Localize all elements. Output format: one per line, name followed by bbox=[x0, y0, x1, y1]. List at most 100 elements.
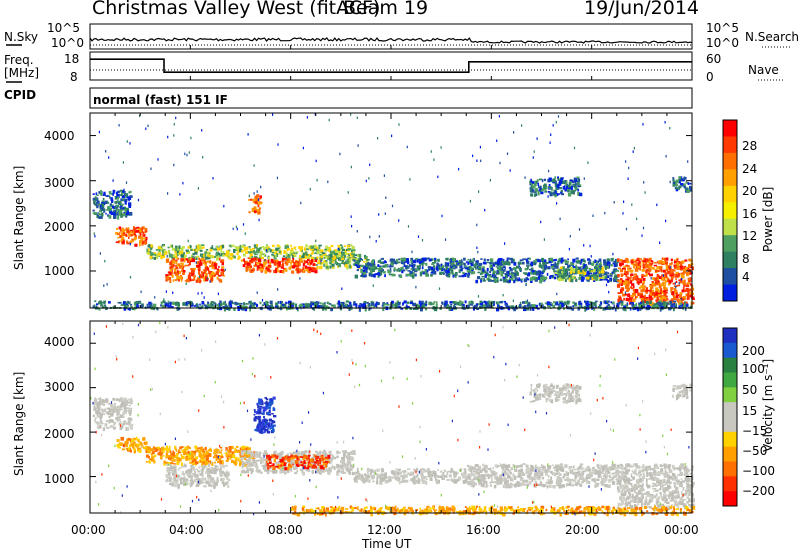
velocity-cell bbox=[138, 449, 142, 453]
power-colorbar-frame bbox=[722, 119, 738, 302]
power-cell bbox=[615, 274, 618, 278]
power-cell bbox=[283, 258, 287, 261]
power-cell bbox=[492, 263, 496, 267]
power-cell bbox=[552, 179, 556, 183]
power-noise-cell bbox=[356, 230, 358, 233]
nsky-tick-bottom: 10^0 bbox=[51, 36, 84, 50]
power-noise-cell bbox=[244, 232, 246, 235]
power-cell bbox=[627, 294, 631, 297]
power-cell bbox=[411, 265, 415, 269]
power-cell bbox=[317, 305, 320, 309]
power-cell bbox=[216, 269, 220, 273]
velocity-cell bbox=[100, 422, 104, 425]
velocity-cell bbox=[170, 466, 174, 468]
power-cell bbox=[651, 302, 655, 306]
power-cell bbox=[587, 303, 591, 306]
power-cell bbox=[649, 286, 652, 291]
power-cell bbox=[531, 189, 535, 193]
velocity-cell bbox=[108, 403, 111, 405]
power-cell bbox=[295, 263, 299, 267]
velocity-cell bbox=[174, 483, 177, 488]
power-cell bbox=[418, 300, 421, 305]
power-cell bbox=[596, 274, 599, 278]
power-noise-cell bbox=[350, 215, 352, 218]
velocity-cell bbox=[203, 485, 207, 488]
power-cell bbox=[570, 187, 573, 191]
power-cell bbox=[124, 206, 126, 210]
power-cell bbox=[414, 273, 417, 277]
power-noise-cell bbox=[162, 253, 164, 256]
power-cell bbox=[509, 268, 513, 272]
power-cell bbox=[309, 262, 312, 265]
power-noise-cell bbox=[398, 219, 400, 222]
power-cell bbox=[254, 251, 256, 256]
power-noise-cell bbox=[257, 198, 260, 201]
power-cell bbox=[360, 270, 364, 273]
velocity-cell bbox=[170, 453, 174, 455]
power-cell bbox=[320, 257, 323, 260]
power-cell bbox=[658, 304, 661, 307]
power-cell bbox=[218, 257, 221, 261]
velocity-cell bbox=[170, 455, 174, 459]
power-cell bbox=[276, 244, 280, 247]
power-cell bbox=[184, 254, 187, 258]
power-cell bbox=[607, 272, 610, 275]
power-cell bbox=[322, 302, 326, 307]
power-cell bbox=[480, 258, 483, 260]
power-noise-cell bbox=[687, 160, 689, 163]
power-cell bbox=[452, 275, 455, 278]
power-cell bbox=[567, 258, 569, 261]
power-noise-cell bbox=[129, 276, 132, 279]
power-cell bbox=[203, 253, 205, 257]
power-noise-cell bbox=[496, 301, 498, 304]
power-cell bbox=[377, 275, 380, 278]
power-cell bbox=[115, 191, 118, 195]
velocity-cell bbox=[197, 470, 201, 473]
power-cell bbox=[657, 294, 662, 296]
power-cell bbox=[117, 232, 120, 236]
power-cell bbox=[607, 258, 610, 261]
power-cell bbox=[391, 273, 395, 277]
power-cell bbox=[646, 307, 651, 310]
power-cell bbox=[646, 298, 649, 301]
power-cell bbox=[108, 215, 112, 219]
velocity-cell bbox=[182, 473, 186, 476]
power-cell bbox=[362, 265, 365, 269]
power-cell bbox=[626, 265, 630, 268]
power-cell bbox=[577, 184, 581, 186]
power-cell bbox=[360, 303, 364, 308]
power-cell bbox=[590, 274, 595, 278]
velocity-cell bbox=[207, 477, 210, 480]
power-cell bbox=[99, 216, 103, 219]
power-cell bbox=[560, 266, 563, 270]
power-cell bbox=[198, 246, 202, 250]
power-cell bbox=[560, 189, 563, 193]
power-cell bbox=[213, 301, 216, 305]
power-cell bbox=[592, 271, 596, 275]
power-noise-cell bbox=[173, 123, 175, 126]
power-cell bbox=[211, 271, 215, 276]
power-cell bbox=[406, 305, 410, 308]
power-cell bbox=[220, 248, 223, 253]
power-cell bbox=[556, 277, 559, 279]
power-y-tick: 2000 bbox=[44, 220, 75, 234]
velocity-cell bbox=[159, 452, 163, 456]
power-cell bbox=[446, 269, 449, 274]
power-cell bbox=[112, 190, 116, 192]
power-cell bbox=[649, 300, 652, 304]
velocity-cell bbox=[149, 458, 152, 461]
power-cell bbox=[196, 303, 198, 307]
power-cell bbox=[490, 267, 493, 271]
power-cell bbox=[248, 266, 250, 269]
power-cell bbox=[684, 307, 687, 311]
power-cell bbox=[186, 278, 190, 283]
velocity-cell bbox=[163, 462, 166, 466]
power-cell bbox=[204, 251, 207, 254]
power-cell bbox=[394, 305, 398, 308]
power-noise-cell bbox=[543, 238, 545, 241]
power-cell bbox=[479, 300, 483, 303]
power-cell bbox=[386, 302, 389, 305]
power-cell bbox=[303, 252, 306, 257]
velocity-cell bbox=[168, 476, 171, 480]
power-cell bbox=[375, 305, 378, 309]
